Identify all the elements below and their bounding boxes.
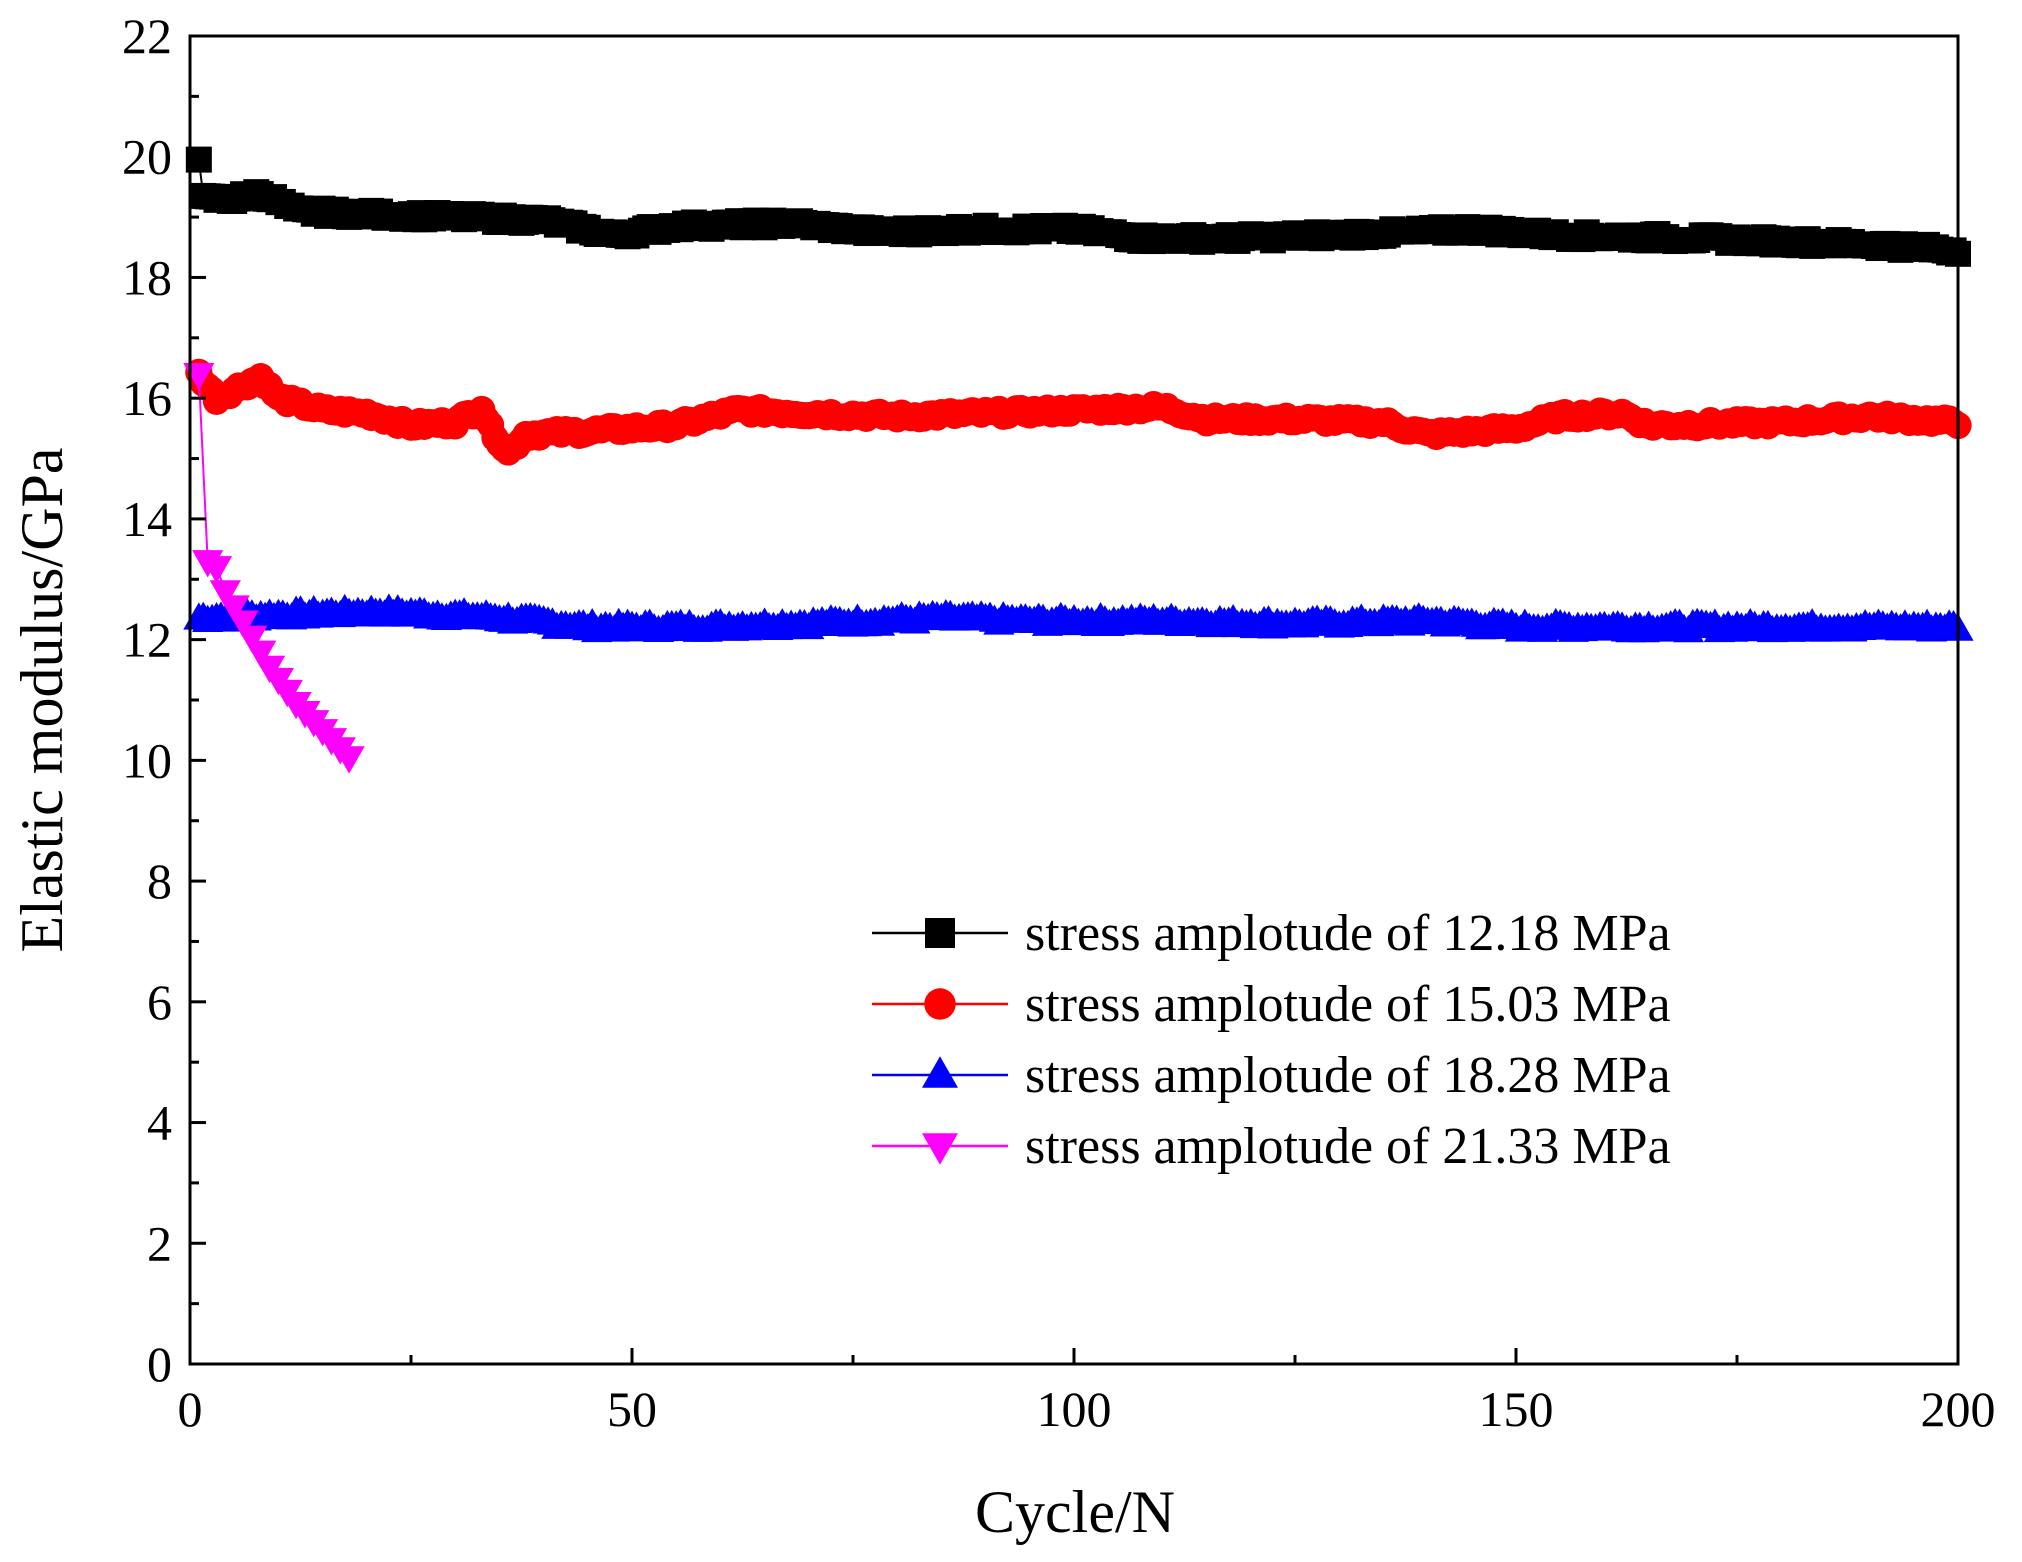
- legend-marker: [922, 1056, 958, 1088]
- data-point: [227, 610, 259, 638]
- y-tick-label: 8: [147, 853, 172, 909]
- x-axis-title: Cycle/N: [975, 1479, 1175, 1545]
- series-1: [185, 146, 1971, 267]
- x-tick-label: 200: [1921, 1381, 1996, 1437]
- y-tick-label: 14: [122, 491, 172, 547]
- x-tick-label: 100: [1037, 1381, 1112, 1437]
- y-tick-label: 10: [122, 732, 172, 788]
- data-point: [245, 640, 277, 668]
- x-tick-label: 150: [1479, 1381, 1554, 1437]
- data-point: [236, 625, 268, 653]
- series-2: [185, 358, 1972, 466]
- series-layer: [183, 146, 1974, 774]
- ticks: [188, 34, 1960, 1366]
- data-point: [200, 556, 233, 584]
- x-tick-label: 0: [178, 1381, 203, 1437]
- series-3: [183, 593, 1974, 643]
- legend-item: stress amplotude of 12.18 MPa: [872, 905, 1671, 962]
- legend-label: stress amplotude of 15.03 MPa: [1025, 976, 1671, 1033]
- legend-item: stress amplotude of 21.33 MPa: [872, 1118, 1671, 1175]
- y-tick-label: 12: [122, 612, 172, 668]
- legend-marker: [922, 1133, 958, 1165]
- y-tick-label: 16: [122, 370, 172, 426]
- y-tick-label: 18: [122, 249, 172, 305]
- legend-label: stress amplotude of 12.18 MPa: [1025, 905, 1671, 962]
- legend-label: stress amplotude of 18.28 MPa: [1025, 1047, 1671, 1104]
- y-tick-label: 2: [147, 1215, 172, 1271]
- legend-marker: [924, 988, 956, 1020]
- y-tick-label: 22: [122, 8, 172, 64]
- y-axis-title: Elastic modulus/GPa: [9, 448, 75, 953]
- legend-item: stress amplotude of 15.03 MPa: [872, 976, 1671, 1033]
- legend-label: stress amplotude of 21.33 MPa: [1025, 1118, 1671, 1175]
- y-tick-label: 20: [122, 129, 172, 185]
- x-tick-labels: 0 50 100 150 200: [178, 1381, 1996, 1437]
- legend-item: stress amplotude of 18.28 MPa: [872, 1047, 1671, 1104]
- x-tick-label: 50: [607, 1381, 657, 1437]
- y-tick-label: 0: [147, 1336, 172, 1392]
- y-tick-label: 6: [147, 974, 172, 1030]
- data-point: [333, 746, 365, 774]
- y-tick-labels: 0 2 4 6 8 10 12 14 16 18 20 22: [122, 8, 172, 1392]
- series-4: [183, 362, 365, 774]
- data-point: [218, 595, 250, 623]
- legend-marker: [925, 918, 955, 948]
- legend: stress amplotude of 12.18 MPa stress ampl…: [872, 905, 1671, 1175]
- data-point: [209, 580, 241, 608]
- y-tick-label: 4: [147, 1095, 172, 1151]
